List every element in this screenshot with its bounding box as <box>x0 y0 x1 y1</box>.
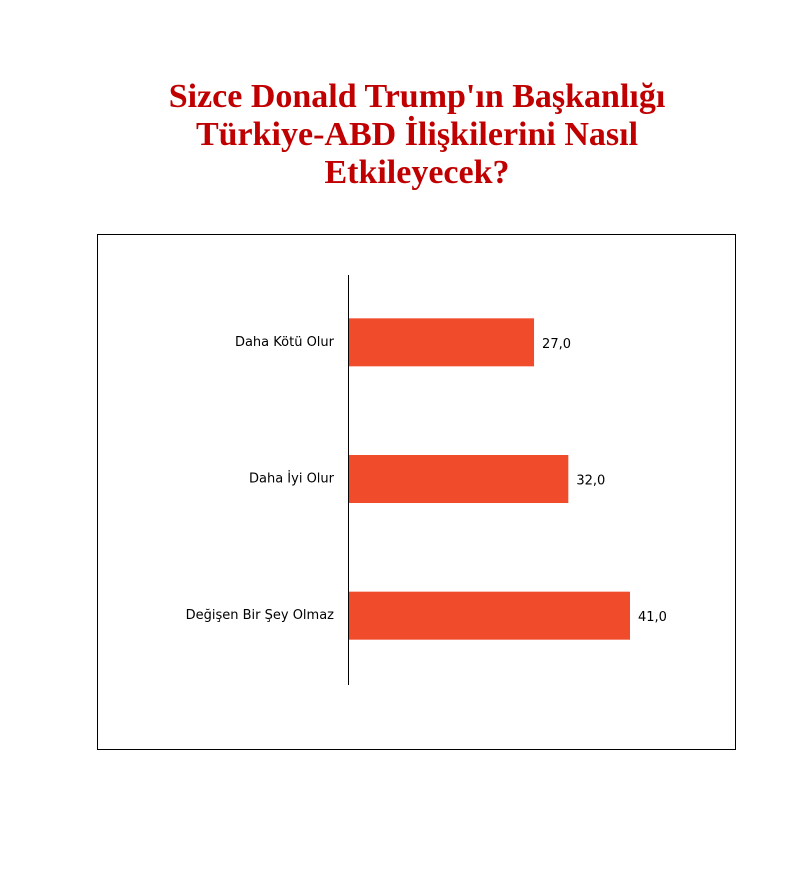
bar <box>349 455 569 503</box>
category-label: Daha Kötü Olur <box>235 335 335 350</box>
category-label: Değişen Bir Şey Olmaz <box>186 608 335 623</box>
value-label: 32,0 <box>576 474 605 489</box>
value-label: 27,0 <box>542 337 571 352</box>
bar <box>349 591 630 640</box>
category-label: Daha İyi Olur <box>249 471 335 487</box>
bar <box>349 318 535 367</box>
chart-title: Sizce Donald Trump'ın Başkanlığı Türkiye… <box>168 78 666 191</box>
value-label: 41,0 <box>638 610 667 625</box>
chart-frame <box>97 234 736 750</box>
